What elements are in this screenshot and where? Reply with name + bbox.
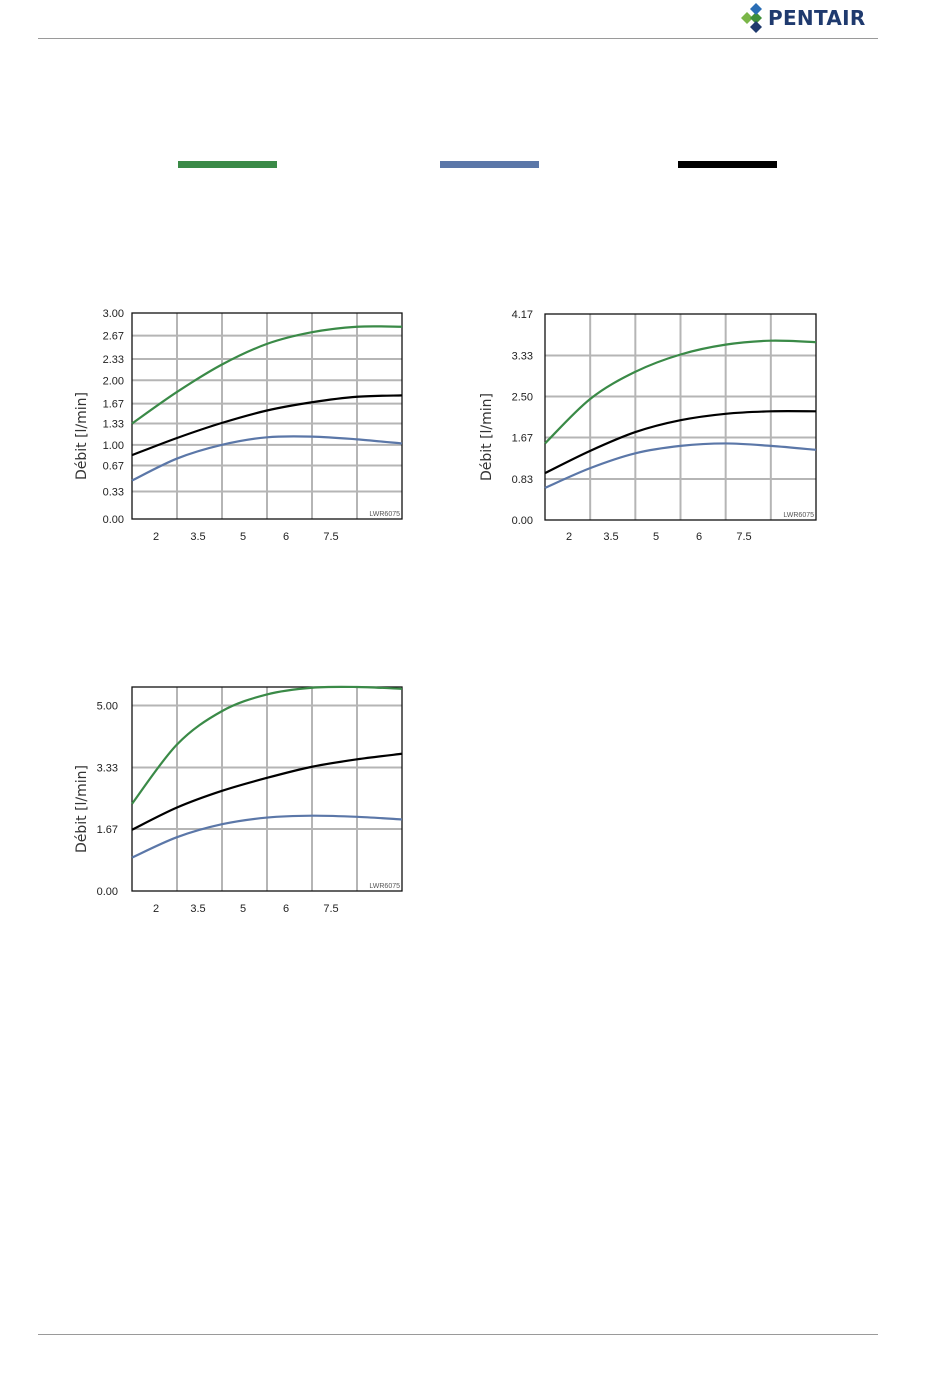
pentair-logo <box>741 3 762 33</box>
y-tick-label: 3.33 <box>97 762 118 774</box>
y-tick-label: 3.33 <box>512 350 533 362</box>
y-tick-label: 0.67 <box>103 460 124 472</box>
x-tick-label: 2 <box>566 531 572 543</box>
brand-name: PENTAIR <box>768 6 866 30</box>
x-tick-label: 7.5 <box>323 531 338 543</box>
y-tick-label: 1.33 <box>103 419 124 431</box>
chart-watermark: LWR6075 <box>369 511 400 518</box>
x-tick-label: 3.5 <box>190 903 205 915</box>
series-line-0 <box>131 685 403 805</box>
y-tick-label: 1.67 <box>97 824 118 836</box>
series-line-0 <box>131 325 403 425</box>
y-tick-label: 1.67 <box>512 433 533 445</box>
y-tick-label: 1.67 <box>103 399 124 411</box>
footer-rule <box>38 1334 878 1335</box>
y-axis-title: Débit [l/min] <box>479 393 495 481</box>
legend-swatch-blue <box>440 161 539 168</box>
y-tick-label: 0.83 <box>512 474 533 486</box>
legend-swatch-green <box>178 161 277 168</box>
y-tick-label: 0.33 <box>103 487 124 499</box>
x-tick-label: 2 <box>153 903 159 915</box>
x-tick-label: 6 <box>283 531 289 543</box>
x-tick-label: 6 <box>696 531 702 543</box>
x-tick-label: 7.5 <box>736 531 751 543</box>
series-line-0 <box>544 339 817 445</box>
plot-frame <box>544 313 817 521</box>
y-tick-label: 4.17 <box>512 309 533 321</box>
y-tick-label: 1.00 <box>103 440 124 452</box>
plot-frame <box>131 312 403 520</box>
series-line-1 <box>131 435 403 482</box>
x-tick-label: 7.5 <box>323 903 338 915</box>
y-tick-label: 3.00 <box>103 308 124 320</box>
y-tick-label: 0.00 <box>103 514 124 526</box>
y-axis-title: Débit [l/min] <box>74 392 90 480</box>
header-rule <box>38 38 878 39</box>
series-line-1 <box>544 442 817 489</box>
y-axis-title: Débit [l/min] <box>74 765 90 853</box>
y-tick-label: 2.33 <box>103 354 124 366</box>
x-tick-label: 5 <box>240 531 246 543</box>
plot-frame <box>131 686 403 892</box>
x-tick-label: 3.5 <box>603 531 618 543</box>
y-tick-label: 0.00 <box>97 886 118 898</box>
y-tick-label: 0.00 <box>512 515 533 527</box>
series-line-2 <box>131 752 403 831</box>
y-tick-label: 2.50 <box>512 391 533 403</box>
y-tick-label: 5.00 <box>97 701 118 713</box>
series-line-2 <box>544 410 817 475</box>
x-tick-label: 3.5 <box>190 531 205 543</box>
series-line-1 <box>131 814 403 859</box>
pentair-mark-icon <box>741 3 762 33</box>
legend-swatch-black <box>678 161 777 168</box>
chart-watermark: LWR6075 <box>783 512 814 519</box>
x-tick-label: 5 <box>240 903 246 915</box>
series-line-2 <box>131 394 403 457</box>
x-tick-label: 6 <box>283 903 289 915</box>
chart-watermark: LWR6075 <box>369 883 400 890</box>
y-tick-label: 2.67 <box>103 331 124 343</box>
x-tick-label: 5 <box>653 531 659 543</box>
y-tick-label: 2.00 <box>103 375 124 387</box>
x-tick-label: 2 <box>153 531 159 543</box>
